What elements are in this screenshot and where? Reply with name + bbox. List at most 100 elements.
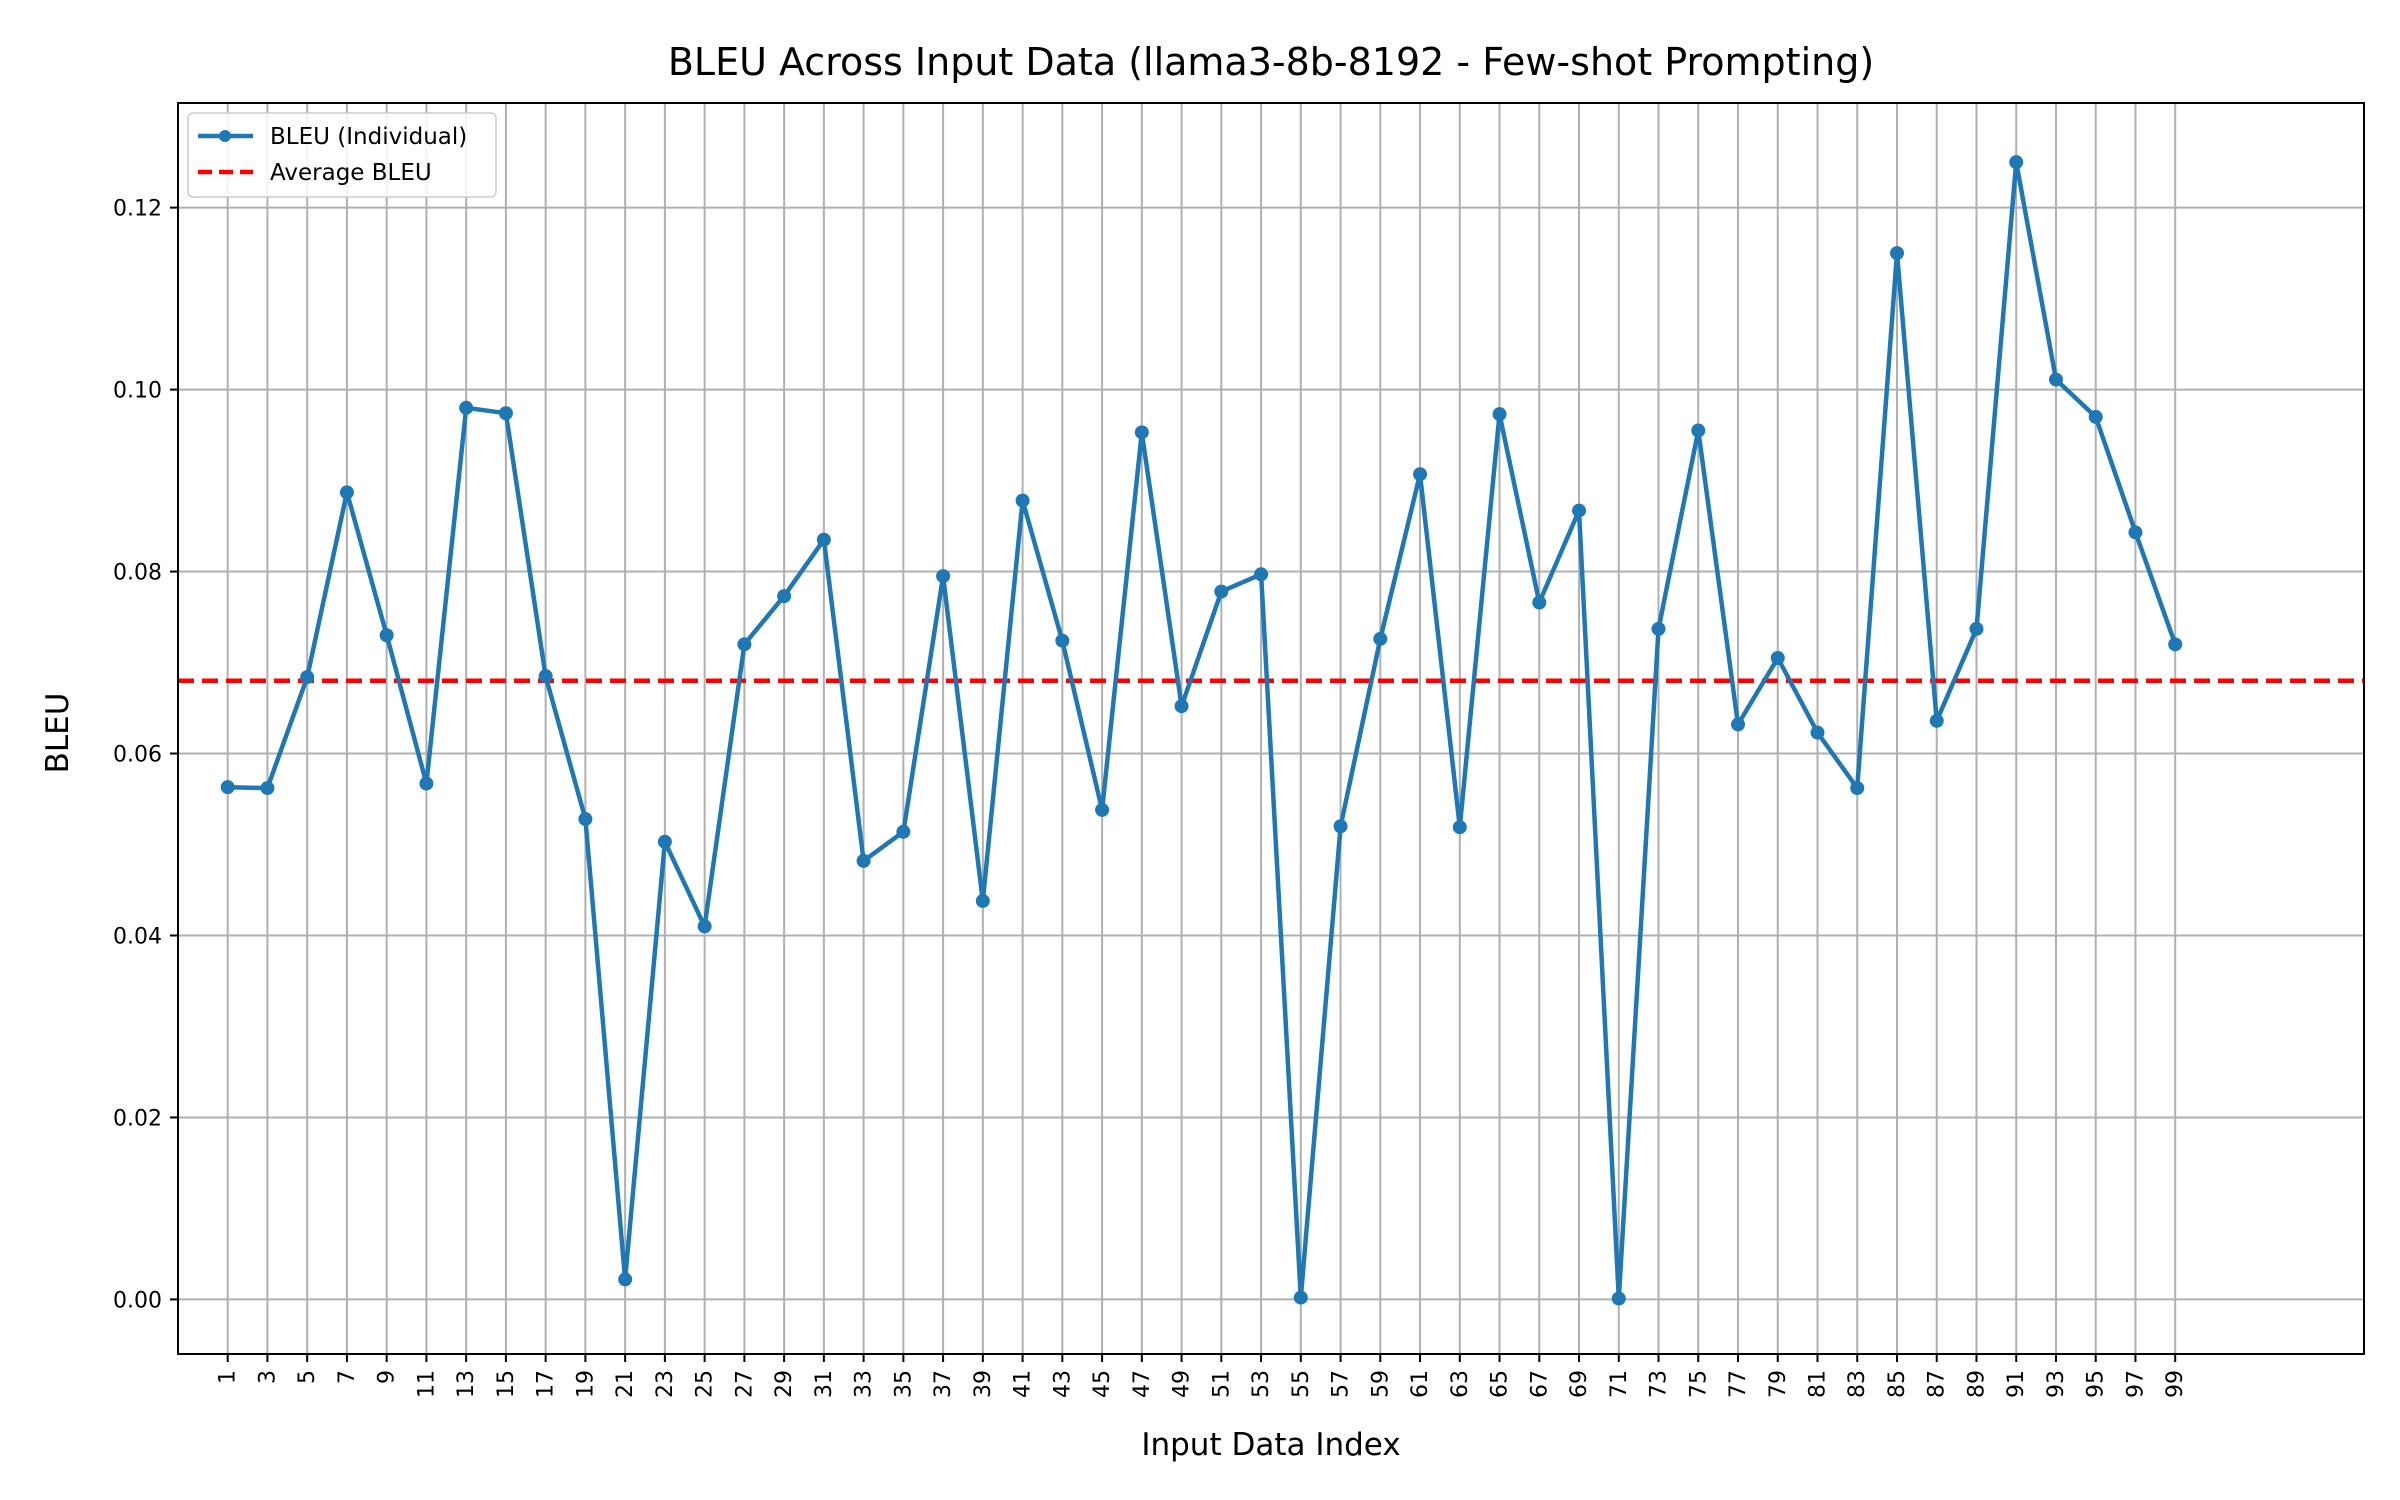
- bleu-data-point: [1929, 713, 1944, 728]
- x-tick-label: 79: [1766, 1370, 1791, 1398]
- x-tick-label: 1: [216, 1370, 241, 1384]
- x-tick-label: 67: [1527, 1370, 1552, 1398]
- plot-area-frame: [177, 102, 2365, 1355]
- x-tick-label: 69: [1567, 1370, 1592, 1398]
- x-tick-label: 11: [414, 1370, 439, 1398]
- legend-series-label: BLEU (Individual): [270, 124, 467, 150]
- x-tick-label: 29: [772, 1370, 797, 1398]
- x-tick-label: 71: [1607, 1370, 1632, 1398]
- x-tick-label: 39: [971, 1370, 996, 1398]
- x-axis-label: Input Data Index: [1141, 1427, 1400, 1463]
- legend-series-marker: [219, 130, 231, 142]
- x-tick-label: 65: [1488, 1370, 1513, 1398]
- bleu-data-point: [657, 834, 672, 849]
- x-tick-label: 55: [1289, 1370, 1314, 1398]
- x-tick-label: 9: [375, 1370, 400, 1384]
- x-tick-label: 3: [255, 1370, 280, 1384]
- bleu-data-point: [1651, 621, 1666, 636]
- x-tick-label: 91: [2004, 1370, 2029, 1398]
- bleu-data-point: [777, 589, 792, 604]
- bleu-data-point: [1095, 802, 1110, 817]
- x-tick-label: 63: [1448, 1370, 1473, 1398]
- bleu-data-point: [260, 781, 275, 796]
- bleu-data-point: [1174, 699, 1189, 714]
- axis-ticks: 1 3 5 7 9 11 13 15 17 19 21 23 25 27 29 31 33 35 37 39 41 43 4…: [113, 197, 2188, 1398]
- legend: BLEU (Individual) Average BLEU: [187, 112, 497, 198]
- y-tick-label: 0.10: [113, 379, 162, 404]
- x-tick-label: 23: [653, 1370, 678, 1398]
- x-tick-label: 37: [931, 1370, 956, 1398]
- x-tick-label: 41: [1011, 1370, 1036, 1398]
- bleu-data-point: [498, 406, 513, 421]
- bleu-data-point: [896, 824, 911, 839]
- bleu-data-point: [1333, 819, 1348, 834]
- x-tick-label: 53: [1249, 1370, 1274, 1398]
- x-tick-label: 57: [1329, 1370, 1354, 1398]
- bleu-data-point: [1810, 725, 1825, 740]
- y-tick-label: 0.00: [113, 1288, 162, 1313]
- bleu-data-point: [220, 780, 235, 795]
- bleu-data-point: [1532, 595, 1547, 610]
- x-tick-label: 45: [1090, 1370, 1115, 1398]
- bleu-data-point: [2088, 409, 2103, 424]
- bleu-data-point: [1452, 820, 1467, 835]
- y-tick-label: 0.12: [113, 197, 162, 222]
- x-tick-label: 49: [1170, 1370, 1195, 1398]
- bleu-data-point: [379, 628, 394, 643]
- bleu-data-point: [737, 637, 752, 652]
- legend-average-label: Average BLEU: [270, 160, 432, 186]
- bleu-data-point: [1214, 584, 1229, 599]
- bleu-data-point: [618, 1272, 633, 1287]
- x-tick-label: 61: [1408, 1370, 1433, 1398]
- bleu-data-point: [1731, 717, 1746, 732]
- bleu-data-point: [419, 776, 434, 791]
- bleu-data-point: [1572, 503, 1587, 518]
- x-tick-label: 73: [1647, 1370, 1672, 1398]
- bleu-data-point: [300, 670, 315, 685]
- x-tick-label: 27: [732, 1370, 757, 1398]
- y-tick-label: 0.08: [113, 561, 162, 586]
- y-tick-label: 0.04: [113, 924, 162, 949]
- bleu-data-point: [578, 812, 593, 827]
- x-tick-label: 21: [613, 1370, 638, 1398]
- legend-box: [187, 112, 497, 198]
- x-tick-label: 97: [2123, 1370, 2148, 1398]
- bleu-data-point: [2168, 637, 2183, 652]
- x-tick-label: 43: [1050, 1370, 1075, 1398]
- bleu-data-point: [1373, 631, 1388, 646]
- x-tick-label: 7: [335, 1370, 360, 1384]
- bleu-data-point: [1254, 567, 1269, 582]
- bleu-data-point: [2048, 372, 2063, 387]
- x-tick-label: 17: [534, 1370, 559, 1398]
- y-axis-label: BLEU: [40, 693, 76, 774]
- x-tick-label: 33: [852, 1370, 877, 1398]
- x-tick-label: 95: [2084, 1370, 2109, 1398]
- bleu-data-point: [1889, 246, 1904, 261]
- bleu-data-point: [1770, 650, 1785, 665]
- bleu-data-point: [2009, 155, 2024, 170]
- x-tick-label: 93: [2044, 1370, 2069, 1398]
- bleu-data-point: [1055, 633, 1070, 648]
- bleu-data-point: [1015, 493, 1030, 508]
- bleu-data-point: [1293, 1290, 1308, 1305]
- x-tick-label: 59: [1368, 1370, 1393, 1398]
- chart-title: BLEU Across Input Data (llama3-8b-8192 -…: [668, 40, 1874, 84]
- bleu-data-point: [816, 532, 831, 547]
- bleu-data-point: [339, 485, 354, 500]
- x-tick-label: 99: [2163, 1370, 2188, 1398]
- bleu-data-point: [697, 919, 712, 934]
- x-tick-label: 5: [295, 1370, 320, 1384]
- x-tick-label: 77: [1726, 1370, 1751, 1398]
- bleu-data-point: [2128, 525, 2143, 540]
- bleu-data-point: [538, 669, 553, 684]
- x-tick-label: 19: [573, 1370, 598, 1398]
- bleu-data-point: [1691, 423, 1706, 438]
- bleu-data-point: [1611, 1291, 1626, 1306]
- y-tick-label: 0.06: [113, 743, 162, 768]
- bleu-data-point: [1969, 621, 1984, 636]
- x-tick-label: 31: [812, 1370, 837, 1398]
- x-tick-label: 35: [891, 1370, 916, 1398]
- bleu-series-line: [227, 159, 2178, 1301]
- grid: [178, 103, 2364, 1354]
